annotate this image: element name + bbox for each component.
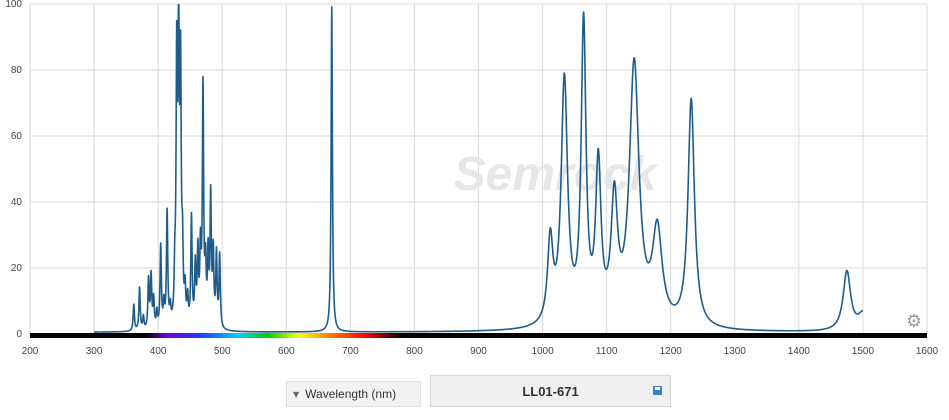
x-tick-label: 200 bbox=[22, 346, 39, 357]
spectrum-bar-layer bbox=[30, 333, 927, 338]
watermark-text: Semrock bbox=[454, 148, 659, 201]
filter-name: LL01-671 bbox=[522, 383, 579, 399]
x-tick-label: 900 bbox=[470, 346, 487, 357]
x-tick-label: 700 bbox=[342, 346, 359, 357]
x-tick-label: 1400 bbox=[788, 346, 811, 357]
x-tick-label: 1600 bbox=[916, 346, 939, 357]
series-line-0 bbox=[93, 4, 864, 333]
x-tick-label: 500 bbox=[214, 346, 231, 357]
y-tick-label: 100 bbox=[5, 0, 22, 10]
y-tick-labels: 0 20 40 60 80 100 bbox=[5, 0, 22, 340]
spectrum-chart: Semrock 0 20 40 60 80 100 200 300 400 500 600 700 8… bbox=[5, 0, 939, 357]
y-tick-label: 60 bbox=[11, 131, 23, 142]
x-tick-label: 600 bbox=[278, 346, 295, 357]
y-tick-label: 40 bbox=[11, 197, 23, 208]
baseline-bar bbox=[30, 333, 927, 338]
gear-icon[interactable]: ⚙ bbox=[905, 311, 923, 332]
x-tick-labels: 200 300 400 500 600 700 800 900 1000 1100 1200 1300… bbox=[22, 346, 939, 357]
series-layer bbox=[93, 4, 864, 333]
x-tick-label: 800 bbox=[406, 346, 423, 357]
x-tick-label: 1300 bbox=[724, 346, 747, 357]
x-tick-label: 1000 bbox=[531, 346, 554, 357]
x-tick-label: 1100 bbox=[596, 346, 618, 357]
filter-selector[interactable]: LL01-671 bbox=[430, 375, 671, 407]
y-tick-label: 20 bbox=[11, 263, 23, 274]
visible-spectrum-bar bbox=[145, 333, 402, 338]
x-axis-unit-dropdown[interactable]: ▼ Wavelength (nm) bbox=[286, 381, 421, 407]
floppy-save-icon[interactable] bbox=[653, 386, 662, 395]
caret-down-icon: ▼ bbox=[293, 389, 300, 399]
x-tick-label: 400 bbox=[150, 346, 167, 357]
x-tick-label: 1200 bbox=[660, 346, 683, 357]
y-tick-label: 80 bbox=[11, 65, 23, 76]
x-axis-unit-label: Wavelength (nm) bbox=[305, 387, 397, 401]
x-tick-label: 300 bbox=[86, 346, 103, 357]
y-tick-label: 0 bbox=[16, 329, 22, 340]
watermark: Semrock bbox=[454, 148, 659, 201]
x-tick-label: 1500 bbox=[852, 346, 875, 357]
